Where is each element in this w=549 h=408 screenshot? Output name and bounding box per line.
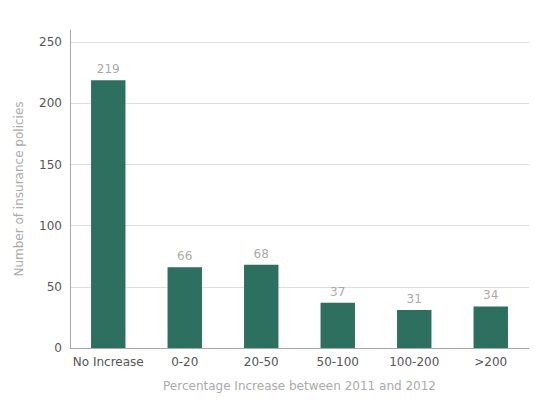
svg-text:100-200: 100-200 <box>389 355 439 369</box>
svg-text:68: 68 <box>254 247 269 261</box>
svg-text:200: 200 <box>39 96 62 110</box>
svg-text:37: 37 <box>330 285 345 299</box>
svg-text:0-20: 0-20 <box>171 355 198 369</box>
svg-text:66: 66 <box>177 249 192 263</box>
svg-text:219: 219 <box>97 62 120 76</box>
svg-text:31: 31 <box>407 292 422 306</box>
svg-text:20-50: 20-50 <box>244 355 279 369</box>
svg-text:0: 0 <box>54 341 62 355</box>
svg-text:No Increase: No Increase <box>73 355 144 369</box>
svg-text:50-100: 50-100 <box>316 355 359 369</box>
svg-text:100: 100 <box>39 219 62 233</box>
svg-text:>200: >200 <box>474 355 507 369</box>
svg-text:Percentage Increase between 20: Percentage Increase between 2011 and 201… <box>163 379 436 393</box>
svg-text:250: 250 <box>39 35 62 49</box>
svg-text:34: 34 <box>483 288 498 302</box>
svg-text:150: 150 <box>39 158 62 172</box>
svg-text:50: 50 <box>47 280 62 294</box>
svg-text:Number of insurance policies: Number of insurance policies <box>12 101 26 276</box>
